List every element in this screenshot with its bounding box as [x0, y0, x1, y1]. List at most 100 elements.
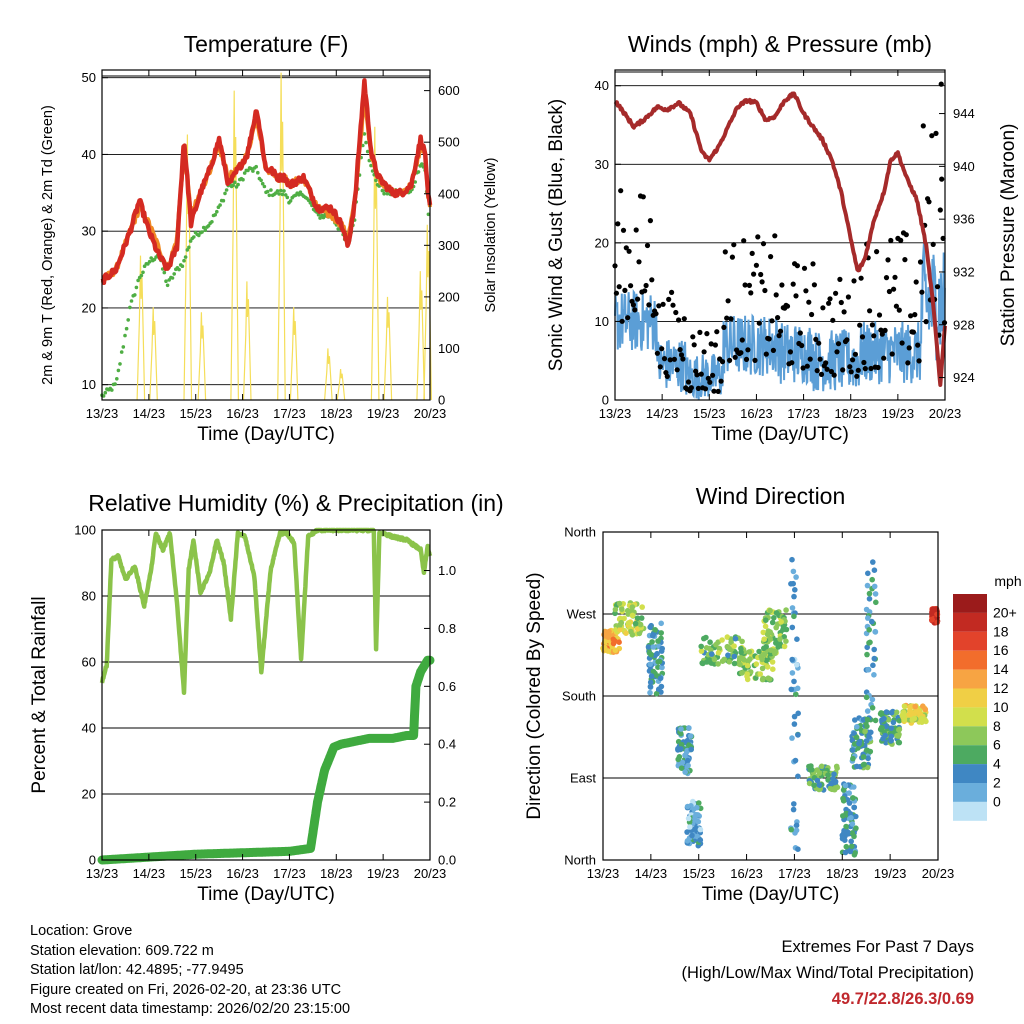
dewpoint-point [267, 193, 272, 198]
rh-y2tick-label: 0.0 [438, 853, 456, 868]
wind-direction-point [788, 581, 794, 587]
dewpoint-point [251, 169, 255, 173]
wind-xlabel: Time (Day/UTC) [711, 424, 849, 445]
wind-gust-point [702, 386, 709, 392]
wind-direction-point [659, 664, 665, 671]
dir-legend-label: 6 [993, 737, 1001, 753]
wind-direction-point [763, 617, 769, 623]
wind-gust-point [797, 330, 803, 336]
wind-direction-point [866, 627, 872, 633]
station-pressure-line [613, 91, 947, 387]
wind-direction-point [806, 780, 813, 787]
wind-direction-point [684, 838, 691, 844]
dewpoint-point [374, 178, 378, 183]
dewpoint-point [187, 245, 191, 250]
wind-direction-point [685, 815, 692, 822]
wind-direction-point [760, 629, 767, 636]
wind-direction-point [870, 662, 876, 669]
wind-direction-point [871, 567, 878, 573]
dewpoint-point [128, 305, 132, 310]
dewpoint-point [103, 390, 108, 395]
dir-legend-swatch [953, 745, 987, 765]
wind-direction-point [707, 639, 713, 645]
wind-gust-point [626, 248, 632, 254]
wind-gust-point [828, 368, 835, 375]
dewpoint-point [200, 230, 204, 234]
wind-direction-point [741, 657, 747, 663]
wind-gust-point [756, 320, 762, 326]
wind-gust-point [751, 271, 757, 277]
solar-insolation-spike [197, 312, 207, 401]
temp-title: Temperature (F) [184, 31, 349, 57]
wind-gust-point [653, 311, 659, 317]
wind-direction-point [865, 666, 871, 673]
wind-direction-point [906, 711, 912, 718]
extremes-box: Extremes For Past 7 Days (High/Low/Max W… [681, 934, 974, 1012]
wind-gust-point [834, 349, 840, 355]
wind-direction-point [795, 710, 801, 717]
dewpoint-point [203, 228, 208, 232]
wind-direction-point [738, 645, 744, 652]
wind-gust-point [616, 284, 622, 290]
rh-xlabel: Time (Day/UTC) [197, 884, 335, 905]
wind-gust-point [826, 300, 832, 306]
wind-direction-point [638, 615, 645, 621]
wind-gust-point [817, 356, 823, 362]
wind-direction-point [814, 767, 820, 773]
wind-direction-point [850, 755, 856, 762]
wind-gust-point [920, 123, 926, 129]
wind-y2tick-label: 940 [953, 159, 975, 174]
temp-frame [101, 69, 431, 401]
wind-direction-point [794, 662, 800, 668]
wind-direction-point [872, 628, 878, 635]
dir-ytick-label: East [570, 771, 596, 786]
wind-gust-point [647, 218, 654, 224]
rh-y2tick-label: 1.0 [438, 563, 456, 578]
wind-gust-point [835, 341, 842, 347]
wind-gust-point [745, 347, 751, 353]
wind-gust-point [712, 342, 719, 348]
temp-xtick-label: 18/23 [320, 406, 353, 421]
wind-direction-point [789, 656, 795, 663]
wind-gust-point [874, 249, 880, 255]
wind-direction-point [645, 644, 652, 650]
wind-direction-point [686, 725, 692, 731]
wind-direction-point [694, 804, 700, 811]
wind-gust-point [654, 350, 661, 356]
wind-direction-point [715, 650, 722, 656]
dewpoint-point [182, 258, 186, 263]
wind-direction-point [659, 645, 665, 652]
wind-gust-point [854, 373, 860, 379]
wind-gust-point [719, 359, 726, 365]
wind-direction-point [843, 823, 849, 830]
wind-gust-point [669, 289, 675, 295]
wind-direction-point [851, 804, 858, 811]
rh-frame [101, 529, 431, 861]
wind-direction-point [841, 829, 847, 836]
wind-direction-point [652, 627, 658, 633]
station-location: Location: Grove [30, 923, 133, 939]
dewpoint-point [147, 259, 152, 264]
rh-xtick-label: 19/23 [367, 866, 400, 881]
wind-direction-point [675, 756, 681, 763]
dewpoint-point [426, 212, 431, 217]
wind-direction-point [840, 798, 847, 804]
wind-direction-point [791, 613, 797, 620]
wind-gust-point [878, 327, 884, 333]
wind-direction-point [912, 703, 918, 710]
wind-direction-point [685, 762, 691, 769]
wind-gust-point [731, 242, 737, 248]
wind-direction-point [655, 664, 661, 670]
wind-gust-point [681, 316, 687, 322]
wind-direction-point [808, 763, 814, 769]
dir-legend-label: 14 [993, 661, 1009, 677]
dewpoint-point [123, 333, 127, 338]
wind-gust-point [674, 367, 680, 373]
wind-direction-point [789, 556, 795, 563]
dir-ytick-label: West [567, 607, 597, 622]
wind-direction-point [769, 659, 776, 665]
wind-gust-point [755, 234, 761, 240]
wind-gust-point [779, 282, 785, 288]
wind-direction-point [864, 644, 870, 651]
wind-ytick-label: 40 [595, 78, 609, 93]
